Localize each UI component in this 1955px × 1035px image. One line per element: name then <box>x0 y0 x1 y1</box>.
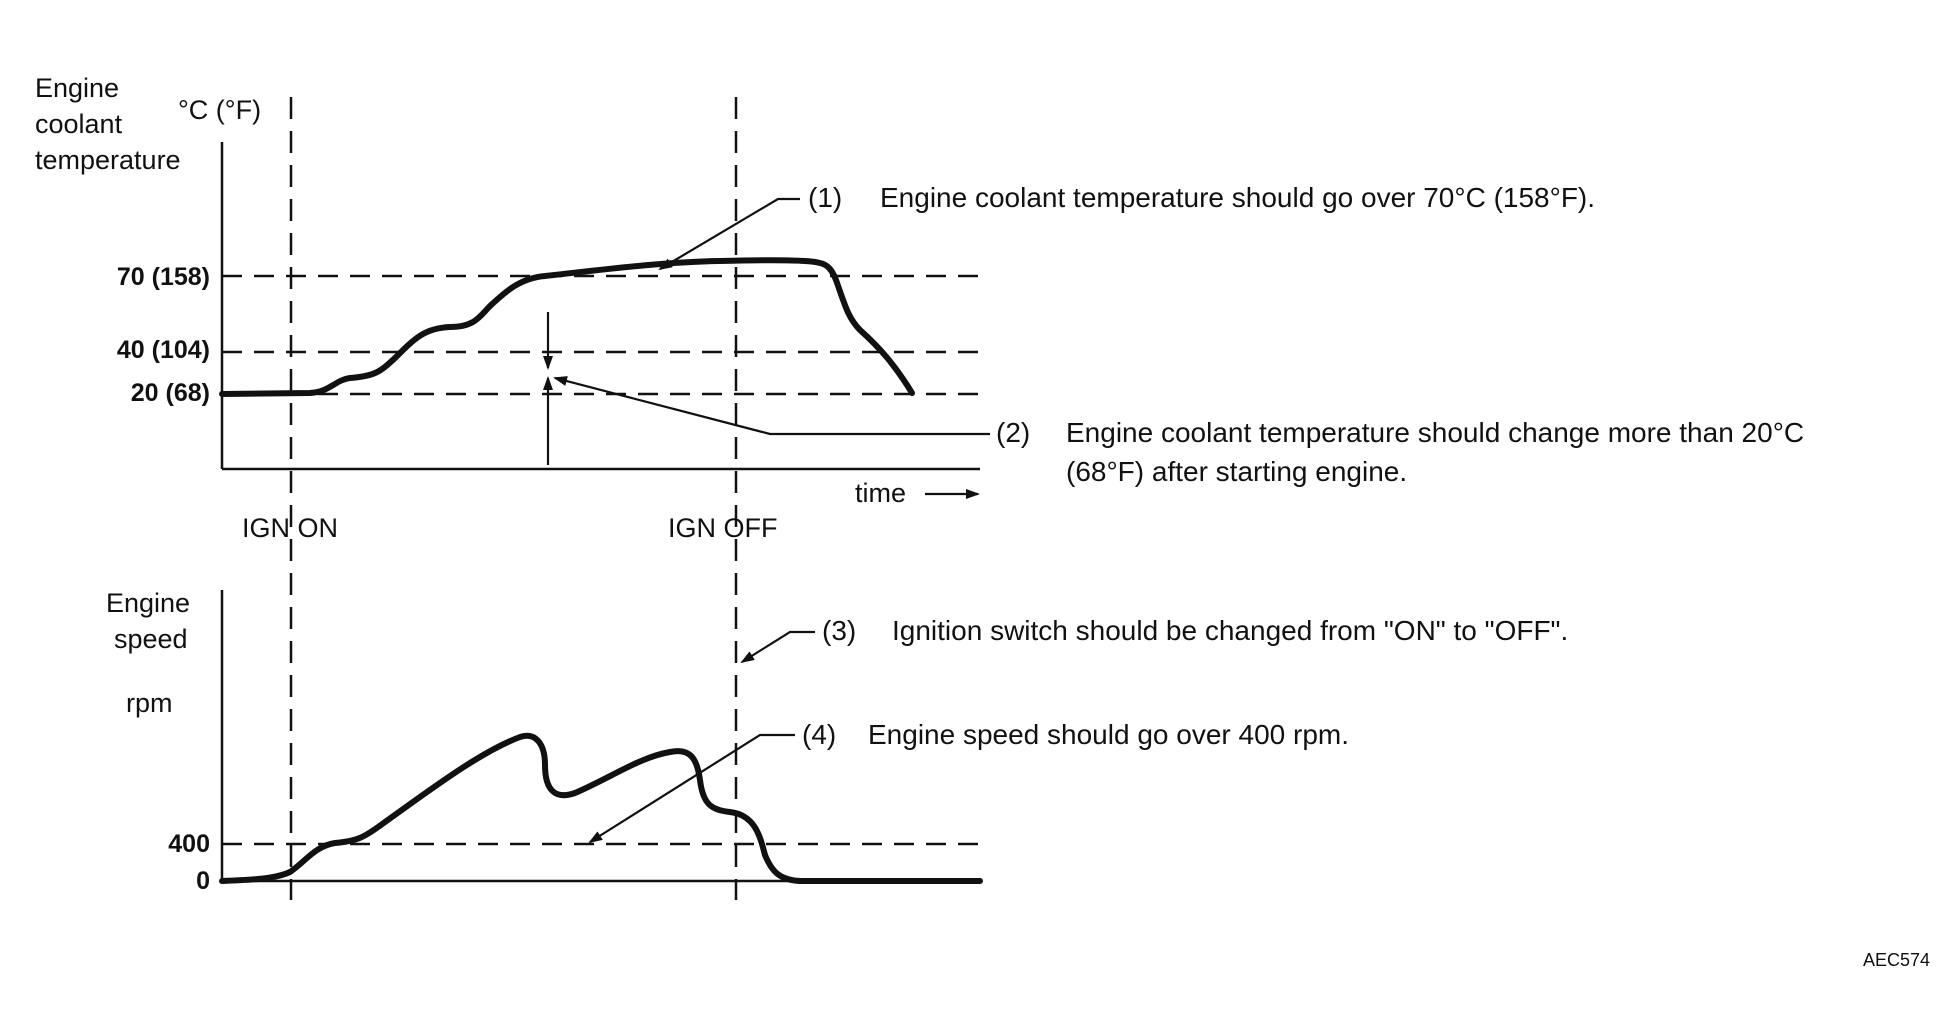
time-axis-label: time <box>855 478 980 508</box>
temp-tick-20: 20 (68) <box>131 379 210 407</box>
temperature-curve <box>219 257 915 397</box>
temperature-chart: Engine coolant temperature °C (°F) 70 (1… <box>35 73 980 508</box>
note-3-number: (3) <box>822 615 856 646</box>
speed-ylabel-line-2: speed <box>114 624 188 654</box>
note-1-text: Engine coolant temperature should go ove… <box>880 182 1595 213</box>
note-1-leader <box>658 197 800 271</box>
note-2-line-1: Engine coolant temperature should change… <box>1066 417 1804 448</box>
figure-reference-code: AEC574 <box>1863 950 1930 970</box>
note-2-line-2: (68°F) after starting engine. <box>1066 456 1407 487</box>
note-4-text: Engine speed should go over 400 rpm. <box>868 719 1349 750</box>
temp-ylabel-line-2: coolant <box>35 109 123 139</box>
time-label: time <box>855 478 906 508</box>
engine-speed-curve <box>219 732 983 884</box>
note-4-leader <box>588 733 795 844</box>
temp-ylabel-line-1: Engine <box>35 73 119 103</box>
note-2-number: (2) <box>996 417 1030 448</box>
ign-on-label: IGN ON <box>242 513 338 543</box>
speed-unit-label: rpm <box>126 688 173 718</box>
ign-off-label: IGN OFF <box>668 513 778 543</box>
note-4-number: (4) <box>802 719 836 750</box>
note-1: (1) Engine coolant temperature should go… <box>658 182 1595 271</box>
note-3-text: Ignition switch should be changed from "… <box>892 615 1568 646</box>
note-1-number: (1) <box>808 182 842 213</box>
note-3: (3) Ignition switch should be changed fr… <box>740 615 1568 664</box>
note-2-leader <box>553 376 990 436</box>
speed-ylabel-line-1: Engine <box>106 588 190 618</box>
temp-ylabel-line-3: temperature <box>35 145 181 175</box>
note-2: (2) Engine coolant temperature should ch… <box>553 376 1804 487</box>
temp-unit-label: °C (°F) <box>178 95 261 125</box>
speed-tick-0: 0 <box>196 867 210 895</box>
temp-tick-70: 70 (158) <box>117 263 210 291</box>
note-3-leader <box>740 630 815 664</box>
note-4: (4) Engine speed should go over 400 rpm. <box>588 719 1349 844</box>
speed-tick-400: 400 <box>168 830 210 858</box>
speed-chart: Engine speed rpm 400 0 <box>106 588 983 895</box>
temp-tick-40: 40 (104) <box>117 336 210 364</box>
